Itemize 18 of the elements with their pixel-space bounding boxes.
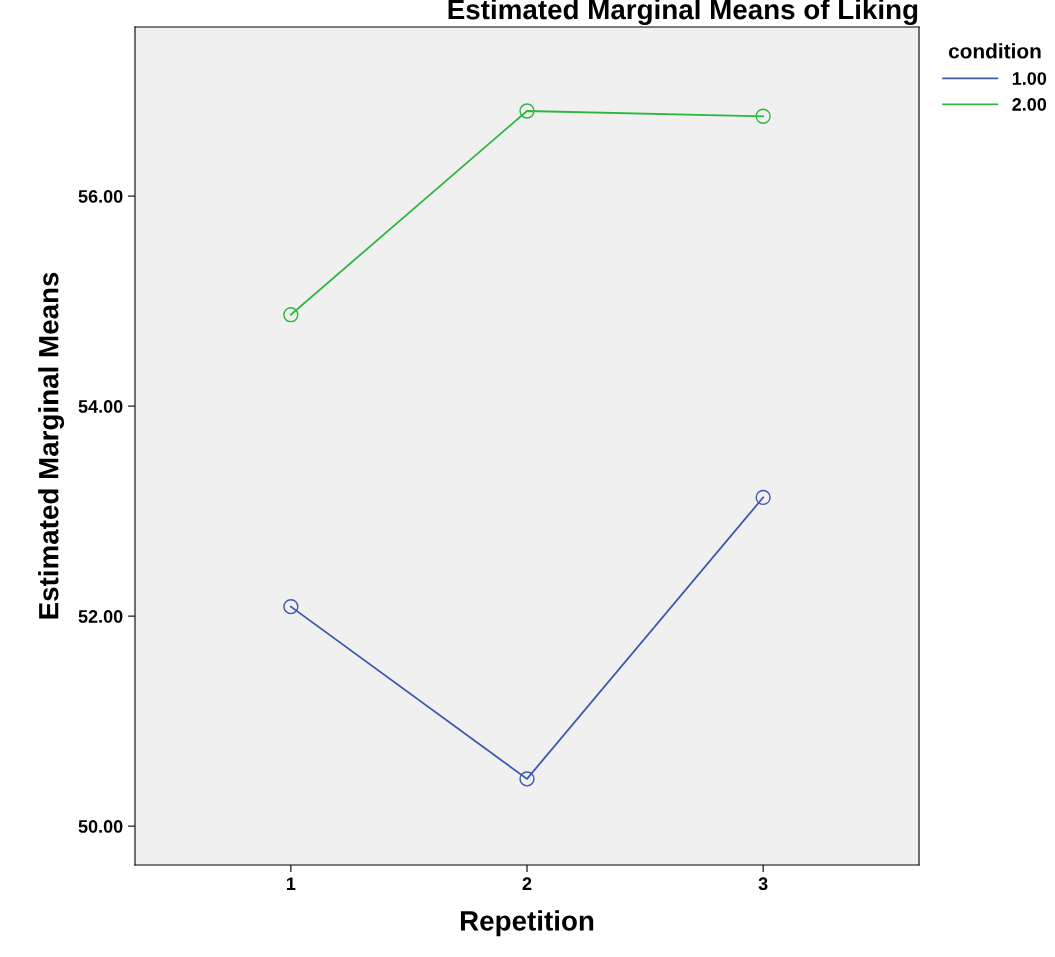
x-tick-label: 3 — [758, 877, 768, 891]
y-tick-label: 56.00 — [78, 190, 123, 203]
legend-label: 2.00 — [1012, 98, 1047, 111]
point — [755, 108, 771, 124]
point — [519, 771, 535, 787]
point — [283, 599, 299, 615]
y-tick-label: 50.00 — [78, 820, 123, 833]
y-tick-label: 54.00 — [78, 400, 123, 413]
y-axis-title: Estimated Marginal Means — [38, 272, 65, 619]
y-tick-label: 52.00 — [78, 610, 123, 623]
point — [519, 103, 535, 119]
legend-title: condition — [948, 43, 1041, 59]
x-tick-label: 2 — [522, 877, 532, 890]
point — [755, 489, 771, 506]
legend-label: 1.00 — [1012, 72, 1047, 85]
x-axis-title: Repetition — [460, 910, 594, 937]
x-tick-label: 1 — [286, 877, 296, 890]
point — [283, 307, 299, 323]
